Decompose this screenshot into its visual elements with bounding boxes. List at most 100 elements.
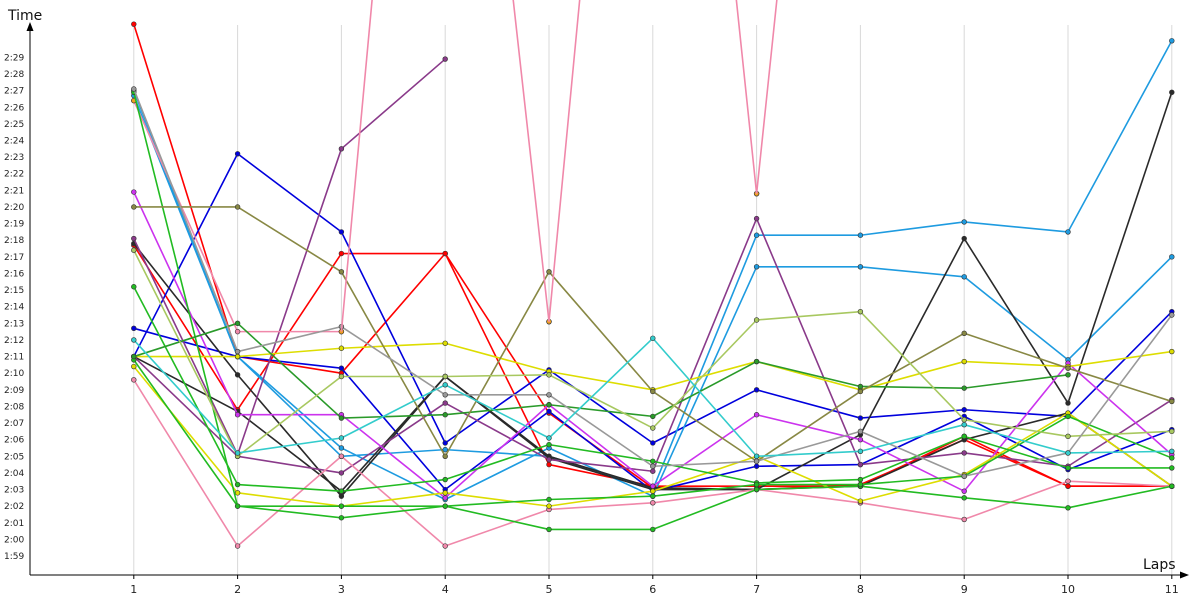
data-point (442, 400, 448, 406)
data-point (753, 358, 760, 365)
data-point (961, 495, 967, 501)
data-point (338, 146, 345, 152)
x-tick-label: 5 (546, 583, 553, 596)
series-line (133, 58, 446, 456)
data-point (753, 458, 760, 464)
data-point (546, 441, 552, 448)
y-tick-label: 2:27 (4, 87, 24, 97)
data-point (1169, 312, 1175, 318)
data-point (1169, 428, 1175, 435)
y-tick-label: 2:28 (4, 70, 24, 80)
data-point (442, 373, 448, 380)
data-point (234, 151, 241, 157)
data-point (131, 21, 137, 27)
data-point (131, 204, 137, 210)
y-tick-label: 2:09 (4, 386, 24, 396)
data-point (546, 435, 552, 441)
data-point (234, 320, 241, 327)
data-point (131, 235, 137, 242)
y-tick-label: 2:22 (4, 170, 24, 180)
data-point (857, 264, 864, 270)
data-point (546, 392, 552, 398)
data-point (1065, 465, 1071, 471)
x-tick-label: 2 (234, 583, 241, 596)
data-point (961, 407, 967, 413)
y-tick-label: 2:13 (4, 319, 24, 329)
y-tick-label: 2:03 (4, 486, 24, 496)
data-point (131, 189, 137, 195)
data-point (650, 526, 656, 533)
data-point (234, 204, 241, 210)
data-point (1169, 465, 1175, 471)
data-point (857, 448, 864, 454)
data-point (1065, 365, 1071, 371)
x-axis-title: Laps (1143, 557, 1176, 573)
data-point (338, 415, 345, 421)
data-point (338, 445, 345, 451)
data-point (857, 428, 864, 435)
spike-line-2 (512, 0, 581, 322)
data-point (442, 446, 448, 453)
y-tick-label: 2:11 (4, 353, 24, 363)
data-point (961, 417, 967, 423)
data-point (442, 440, 448, 446)
data-point (234, 353, 241, 360)
x-tick-label: 1 (130, 583, 137, 596)
y-axis-arrow (26, 22, 34, 31)
data-point (650, 458, 656, 464)
y-tick-label: 2:18 (4, 236, 24, 246)
y-tick-label: 2:00 (4, 535, 24, 545)
data-point (961, 488, 967, 494)
data-point (546, 372, 552, 378)
data-point (650, 425, 656, 431)
y-tick-label: 2:05 (4, 452, 24, 462)
data-point (650, 488, 656, 494)
data-point (234, 450, 241, 456)
data-point (650, 468, 656, 474)
series-9 (131, 56, 448, 458)
data-point (234, 372, 241, 378)
data-point (650, 335, 656, 341)
data-point (546, 402, 552, 408)
axes (26, 22, 1189, 579)
x-tick-label: 4 (442, 583, 449, 596)
data-point (338, 453, 345, 459)
data-point (442, 476, 448, 483)
spike-line-3 (735, 0, 778, 194)
data-point (442, 392, 448, 398)
data-point (546, 461, 552, 468)
y-tick-label: 2:08 (4, 402, 24, 412)
data-point (650, 413, 656, 420)
series-25 (131, 335, 1175, 459)
data-point (338, 503, 345, 509)
y-tick-label: 2:23 (4, 153, 24, 163)
data-point (1065, 478, 1071, 484)
x-tick-label: 7 (753, 583, 760, 596)
data-point (961, 274, 967, 280)
data-point (961, 473, 967, 479)
data-point (338, 365, 345, 371)
data-point (546, 526, 552, 533)
data-point (546, 496, 552, 503)
data-point (753, 486, 760, 493)
data-point (1065, 450, 1071, 456)
y-tick-label: 2:19 (4, 220, 24, 230)
data-point (1169, 38, 1175, 44)
data-point (961, 358, 967, 365)
data-point (131, 247, 137, 253)
data-point (234, 490, 241, 496)
data-point (338, 345, 345, 351)
y-tick-label: 2:16 (4, 269, 24, 279)
data-point (650, 500, 656, 506)
data-point (961, 450, 967, 456)
data-point (338, 488, 345, 494)
y-tick-label: 2:21 (4, 186, 24, 196)
y-tick-label: 2:26 (4, 103, 24, 113)
data-point (338, 373, 345, 380)
y-tick-label: 2:20 (4, 203, 24, 213)
data-point (1065, 229, 1071, 235)
data-point (650, 463, 656, 469)
data-point (131, 284, 137, 290)
data-point (857, 415, 864, 421)
y-tick-label: 2:02 (4, 502, 24, 512)
